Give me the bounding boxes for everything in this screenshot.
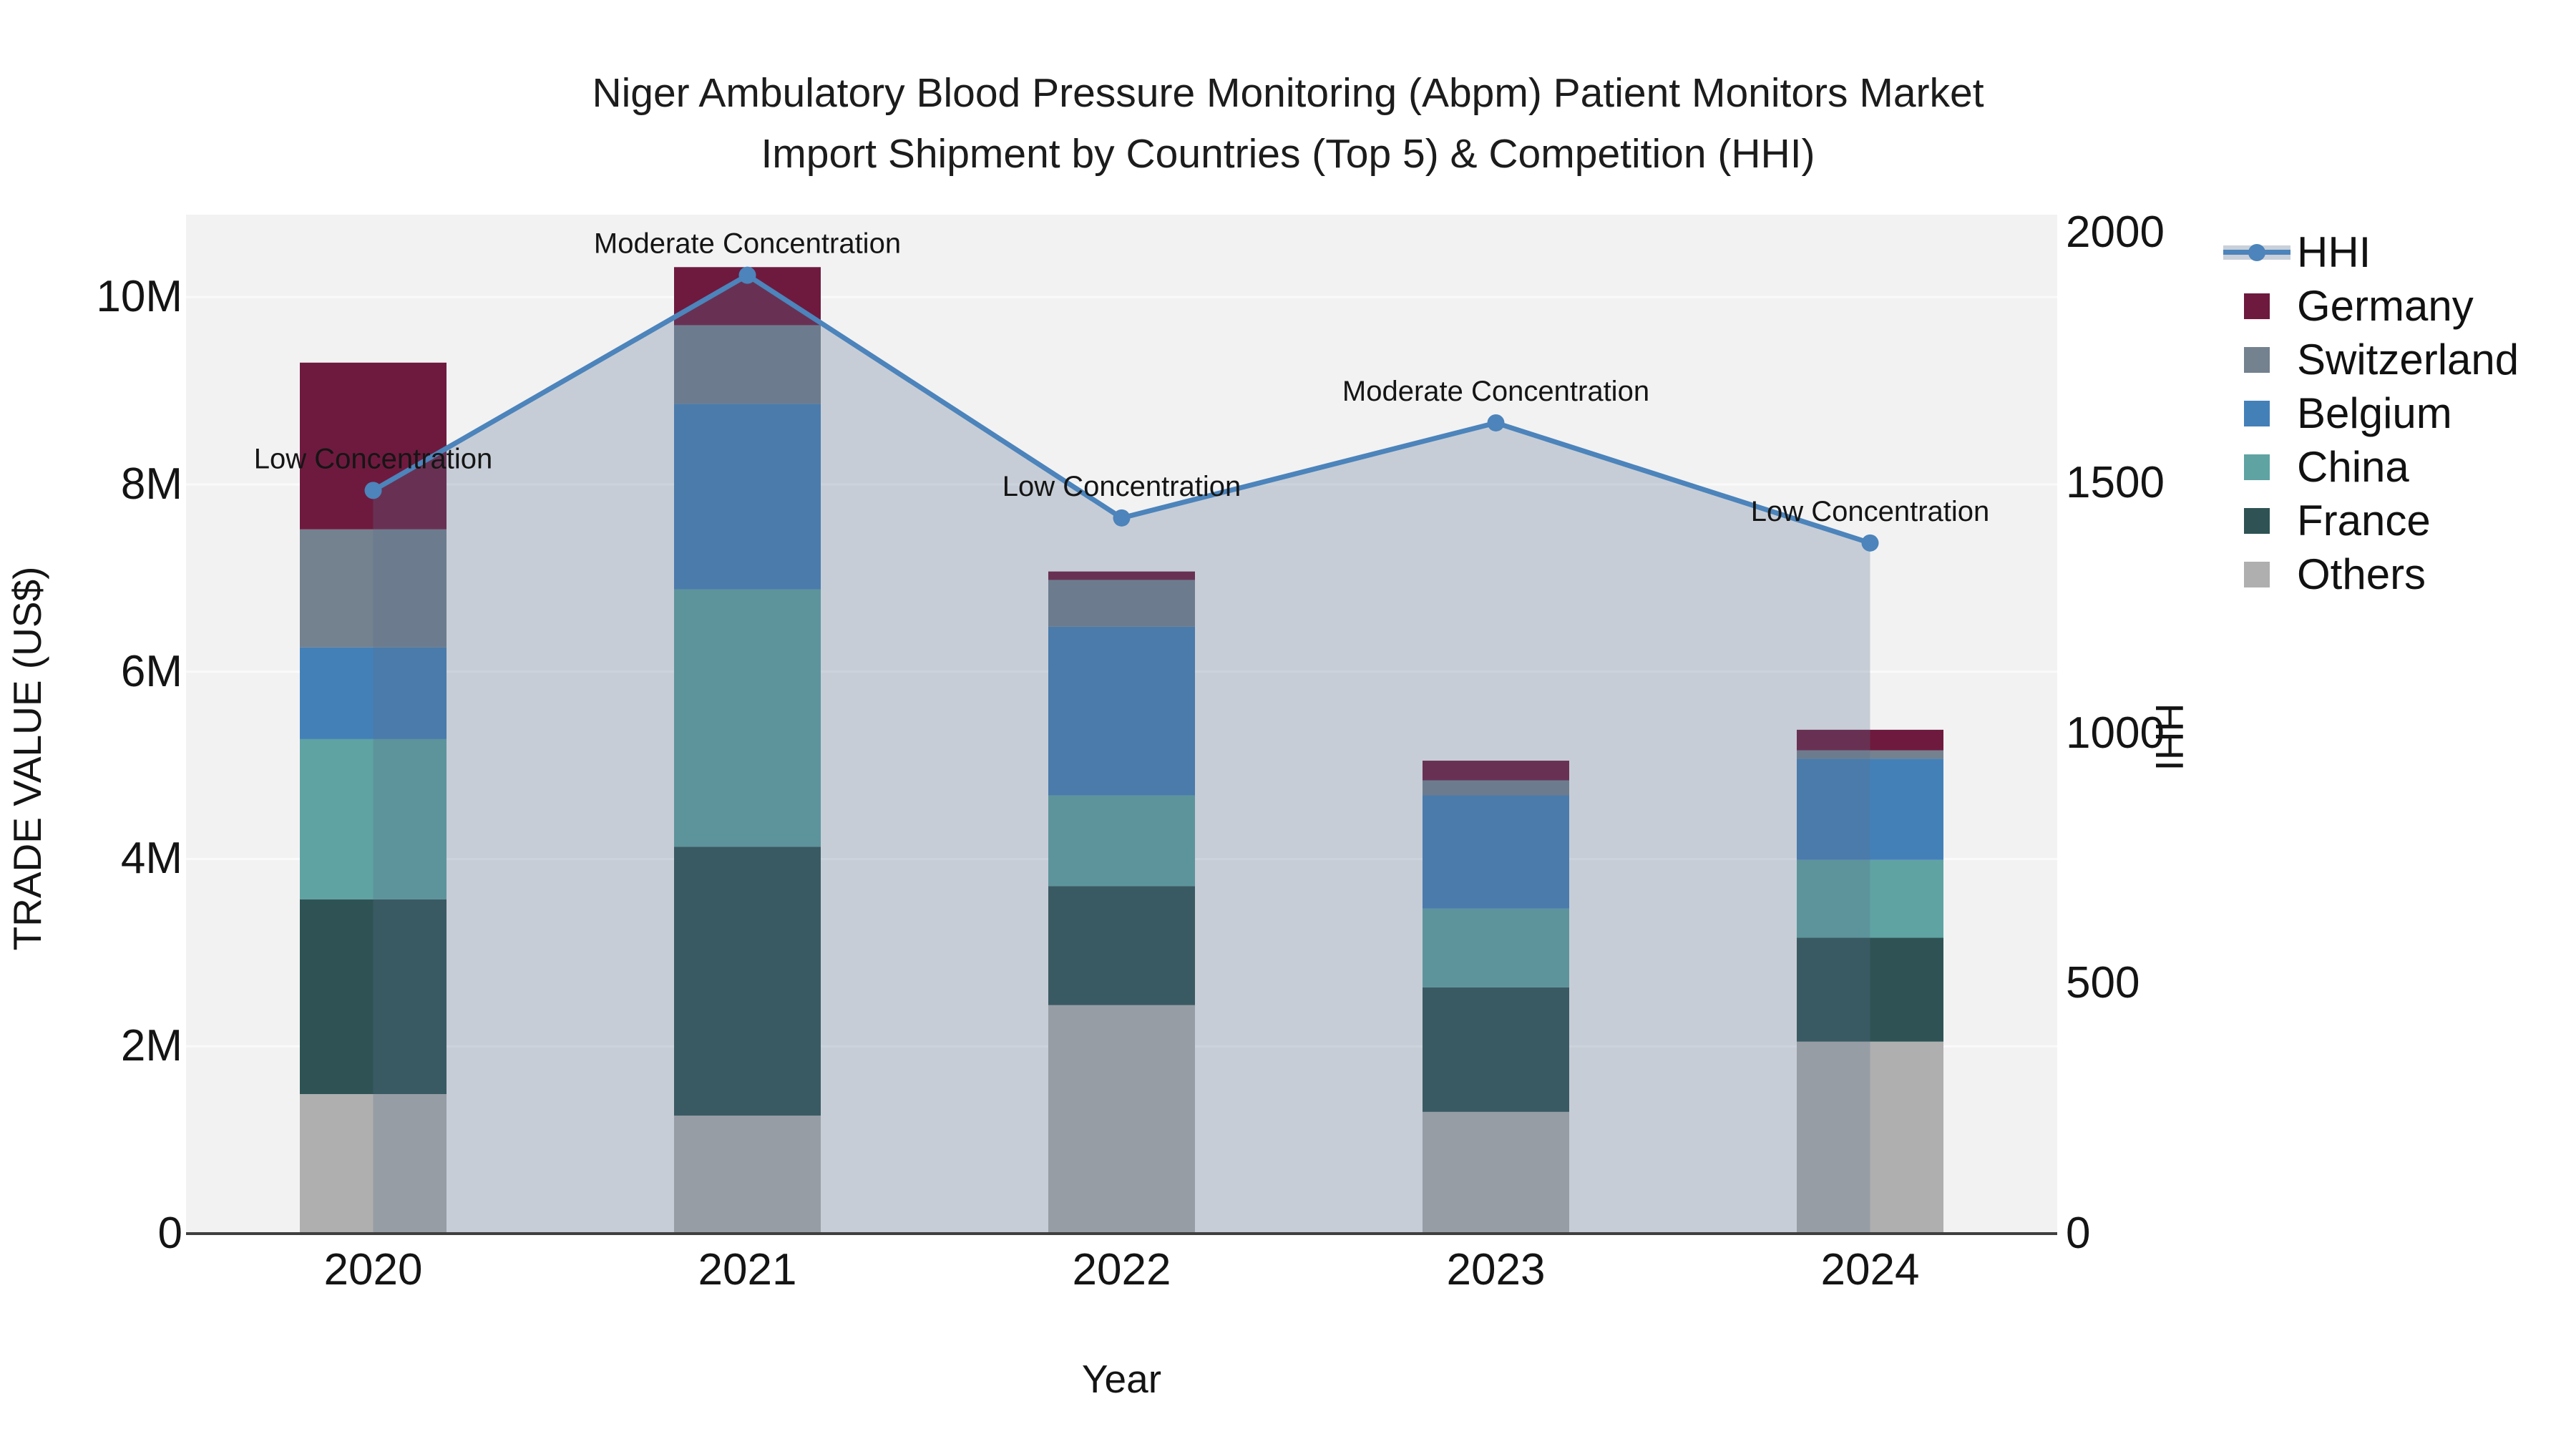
legend: HHI Germany Switzerland Belgium China France O… bbox=[2217, 225, 2519, 601]
bar-segment-2023-china[interactable] bbox=[1423, 908, 1569, 987]
bar-segment-2022-france[interactable] bbox=[1048, 886, 1195, 1005]
y-right-tick-2000: 2000 bbox=[2066, 208, 2165, 257]
bar-segment-2023-switzerland[interactable] bbox=[1423, 780, 1569, 796]
hhi-marker-2020[interactable] bbox=[364, 482, 382, 499]
y-left-tick-6M: 6M bbox=[120, 646, 182, 696]
y-axis-ticks-right: 0 500 1000 1500 2000 bbox=[2066, 205, 2230, 1261]
hhi-marker-2023[interactable] bbox=[1487, 414, 1505, 431]
annotation-2022: Low Concentration bbox=[1002, 471, 1241, 502]
y-left-tick-10M: 10M bbox=[96, 272, 182, 321]
chart-title-line2: Import Shipment by Countries (Top 5) & C… bbox=[761, 131, 1815, 177]
y-right-tick-1000: 1000 bbox=[2066, 708, 2165, 758]
legend-item-others[interactable]: Others bbox=[2217, 547, 2519, 601]
bar-segment-2024-germany[interactable] bbox=[1797, 729, 1943, 751]
bar-segment-2020-france[interactable] bbox=[300, 899, 447, 1094]
x-tick-2024: 2024 bbox=[1820, 1245, 1920, 1294]
hhi-marker-2021[interactable] bbox=[738, 266, 756, 284]
y-left-tick-2M: 2M bbox=[120, 1021, 182, 1071]
legend-label: Belgium bbox=[2297, 389, 2452, 437]
legend-line-marker-icon bbox=[2217, 243, 2297, 261]
bar-segment-2024-france[interactable] bbox=[1797, 937, 1943, 1042]
bar-segment-2021-france[interactable] bbox=[674, 847, 821, 1116]
bar-segment-2021-switzerland[interactable] bbox=[674, 325, 821, 404]
annotation-2020: Low Concentration bbox=[254, 443, 493, 474]
legend-label: China bbox=[2297, 443, 2409, 491]
legend-label: HHI bbox=[2297, 228, 2371, 276]
x-axis-title: Year bbox=[1081, 1357, 1162, 1401]
legend-item-belgium[interactable]: Belgium bbox=[2217, 386, 2519, 440]
y-left-tick-0: 0 bbox=[157, 1208, 182, 1258]
legend-swatch-icon bbox=[2217, 454, 2297, 480]
legend-swatch-icon bbox=[2217, 400, 2297, 426]
y-left-tick-4M: 4M bbox=[120, 834, 182, 884]
y-right-tick-500: 500 bbox=[2066, 958, 2140, 1008]
bar-segment-2022-germany[interactable] bbox=[1048, 571, 1195, 580]
hhi-marker-2022[interactable] bbox=[1113, 509, 1131, 527]
annotation-2024: Low Concentration bbox=[1751, 496, 1990, 527]
bar-segment-2021-china[interactable] bbox=[674, 589, 821, 847]
legend-item-france[interactable]: France bbox=[2217, 494, 2519, 547]
legend-label: France bbox=[2297, 497, 2431, 545]
bar-segment-2023-france[interactable] bbox=[1423, 987, 1569, 1112]
legend-item-germany[interactable]: Germany bbox=[2217, 279, 2519, 333]
x-tick-2022: 2022 bbox=[1072, 1245, 1171, 1294]
bar-segment-2020-belgium[interactable] bbox=[300, 647, 447, 739]
bar-segment-2020-switzerland[interactable] bbox=[300, 529, 447, 648]
legend-item-switzerland[interactable]: Switzerland bbox=[2217, 333, 2519, 386]
bar-segment-2020-germany[interactable] bbox=[300, 362, 447, 530]
legend-swatch-icon bbox=[2217, 507, 2297, 534]
legend-swatch-icon bbox=[2217, 561, 2297, 587]
bar-segment-2024-switzerland[interactable] bbox=[1797, 750, 1943, 759]
bar-segment-2021-others[interactable] bbox=[674, 1116, 821, 1234]
legend-label: Germany bbox=[2297, 282, 2474, 330]
bar-segment-2021-belgium[interactable] bbox=[674, 404, 821, 590]
bar-segment-2024-belgium[interactable] bbox=[1797, 758, 1943, 860]
legend-item-hhi[interactable]: HHI bbox=[2217, 225, 2519, 279]
x-tick-2020: 2020 bbox=[323, 1245, 423, 1294]
chart-title-line1: Niger Ambulatory Blood Pressure Monitori… bbox=[592, 70, 1984, 116]
bar-segment-2022-belgium[interactable] bbox=[1048, 626, 1195, 796]
annotation-2021: Moderate Concentration bbox=[594, 228, 901, 260]
bar-segment-2020-china[interactable] bbox=[300, 738, 447, 899]
legend-label: Switzerland bbox=[2297, 336, 2519, 384]
chart-title: Niger Ambulatory Blood Pressure Monitori… bbox=[0, 63, 2576, 185]
legend-item-china[interactable]: China bbox=[2217, 440, 2519, 494]
hhi-marker-2024[interactable] bbox=[1861, 534, 1879, 552]
bar-segment-2022-china[interactable] bbox=[1048, 795, 1195, 887]
bar-segment-2022-others[interactable] bbox=[1048, 1005, 1195, 1234]
bar-segment-2023-germany[interactable] bbox=[1423, 761, 1569, 781]
bar-segment-2024-china[interactable] bbox=[1797, 859, 1943, 938]
legend-swatch-icon bbox=[2217, 293, 2297, 319]
y-left-tick-8M: 8M bbox=[120, 459, 182, 509]
y-right-tick-1500: 1500 bbox=[2066, 457, 2165, 507]
bar-segment-2022-switzerland[interactable] bbox=[1048, 580, 1195, 627]
x-tick-2023: 2023 bbox=[1446, 1245, 1546, 1294]
bar-segment-2023-belgium[interactable] bbox=[1423, 795, 1569, 909]
x-tick-2021: 2021 bbox=[698, 1245, 797, 1294]
bar-segment-2020-others[interactable] bbox=[300, 1093, 447, 1234]
hhi-area-fill bbox=[373, 275, 1870, 1234]
bar-segment-2023-others[interactable] bbox=[1423, 1111, 1569, 1234]
y-axis-ticks-left: 0 2M 4M 6M 8M 10M bbox=[0, 270, 182, 1261]
legend-swatch-icon bbox=[2217, 346, 2297, 373]
annotation-2023: Moderate Concentration bbox=[1342, 376, 1649, 407]
legend-label: Others bbox=[2297, 550, 2426, 598]
bar-segment-2024-others[interactable] bbox=[1797, 1041, 1943, 1234]
x-axis-ticks: 2020 2021 2022 2023 2024 bbox=[186, 1243, 2057, 1297]
y-right-tick-0: 0 bbox=[2066, 1209, 2091, 1258]
